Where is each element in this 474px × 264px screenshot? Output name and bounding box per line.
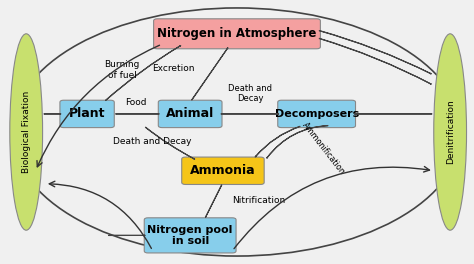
- Text: Decomposers: Decomposers: [274, 109, 359, 119]
- Text: Death and
Decay: Death and Decay: [228, 84, 272, 103]
- Text: Nitrification: Nitrification: [232, 196, 285, 205]
- Text: Ammonia: Ammonia: [190, 164, 256, 177]
- Text: Ammonification: Ammonification: [301, 121, 347, 177]
- Text: Plant: Plant: [69, 107, 105, 120]
- Text: Excretion: Excretion: [152, 64, 195, 73]
- Text: Nitrogen pool
in soil: Nitrogen pool in soil: [147, 225, 233, 246]
- Text: Burning
of fuel: Burning of fuel: [105, 60, 140, 80]
- Text: Biological Fixation: Biological Fixation: [22, 91, 31, 173]
- Text: Death and Decay: Death and Decay: [113, 136, 192, 145]
- Text: Denitrification: Denitrification: [446, 100, 455, 164]
- FancyBboxPatch shape: [144, 218, 236, 253]
- Text: Animal: Animal: [166, 107, 214, 120]
- Ellipse shape: [10, 34, 43, 230]
- FancyBboxPatch shape: [154, 19, 320, 49]
- Text: Food: Food: [126, 98, 147, 107]
- FancyBboxPatch shape: [182, 157, 264, 185]
- FancyBboxPatch shape: [60, 100, 114, 128]
- Text: Nitrogen in Atmosphere: Nitrogen in Atmosphere: [157, 27, 317, 40]
- FancyBboxPatch shape: [158, 100, 222, 128]
- FancyBboxPatch shape: [278, 100, 356, 128]
- Ellipse shape: [434, 34, 466, 230]
